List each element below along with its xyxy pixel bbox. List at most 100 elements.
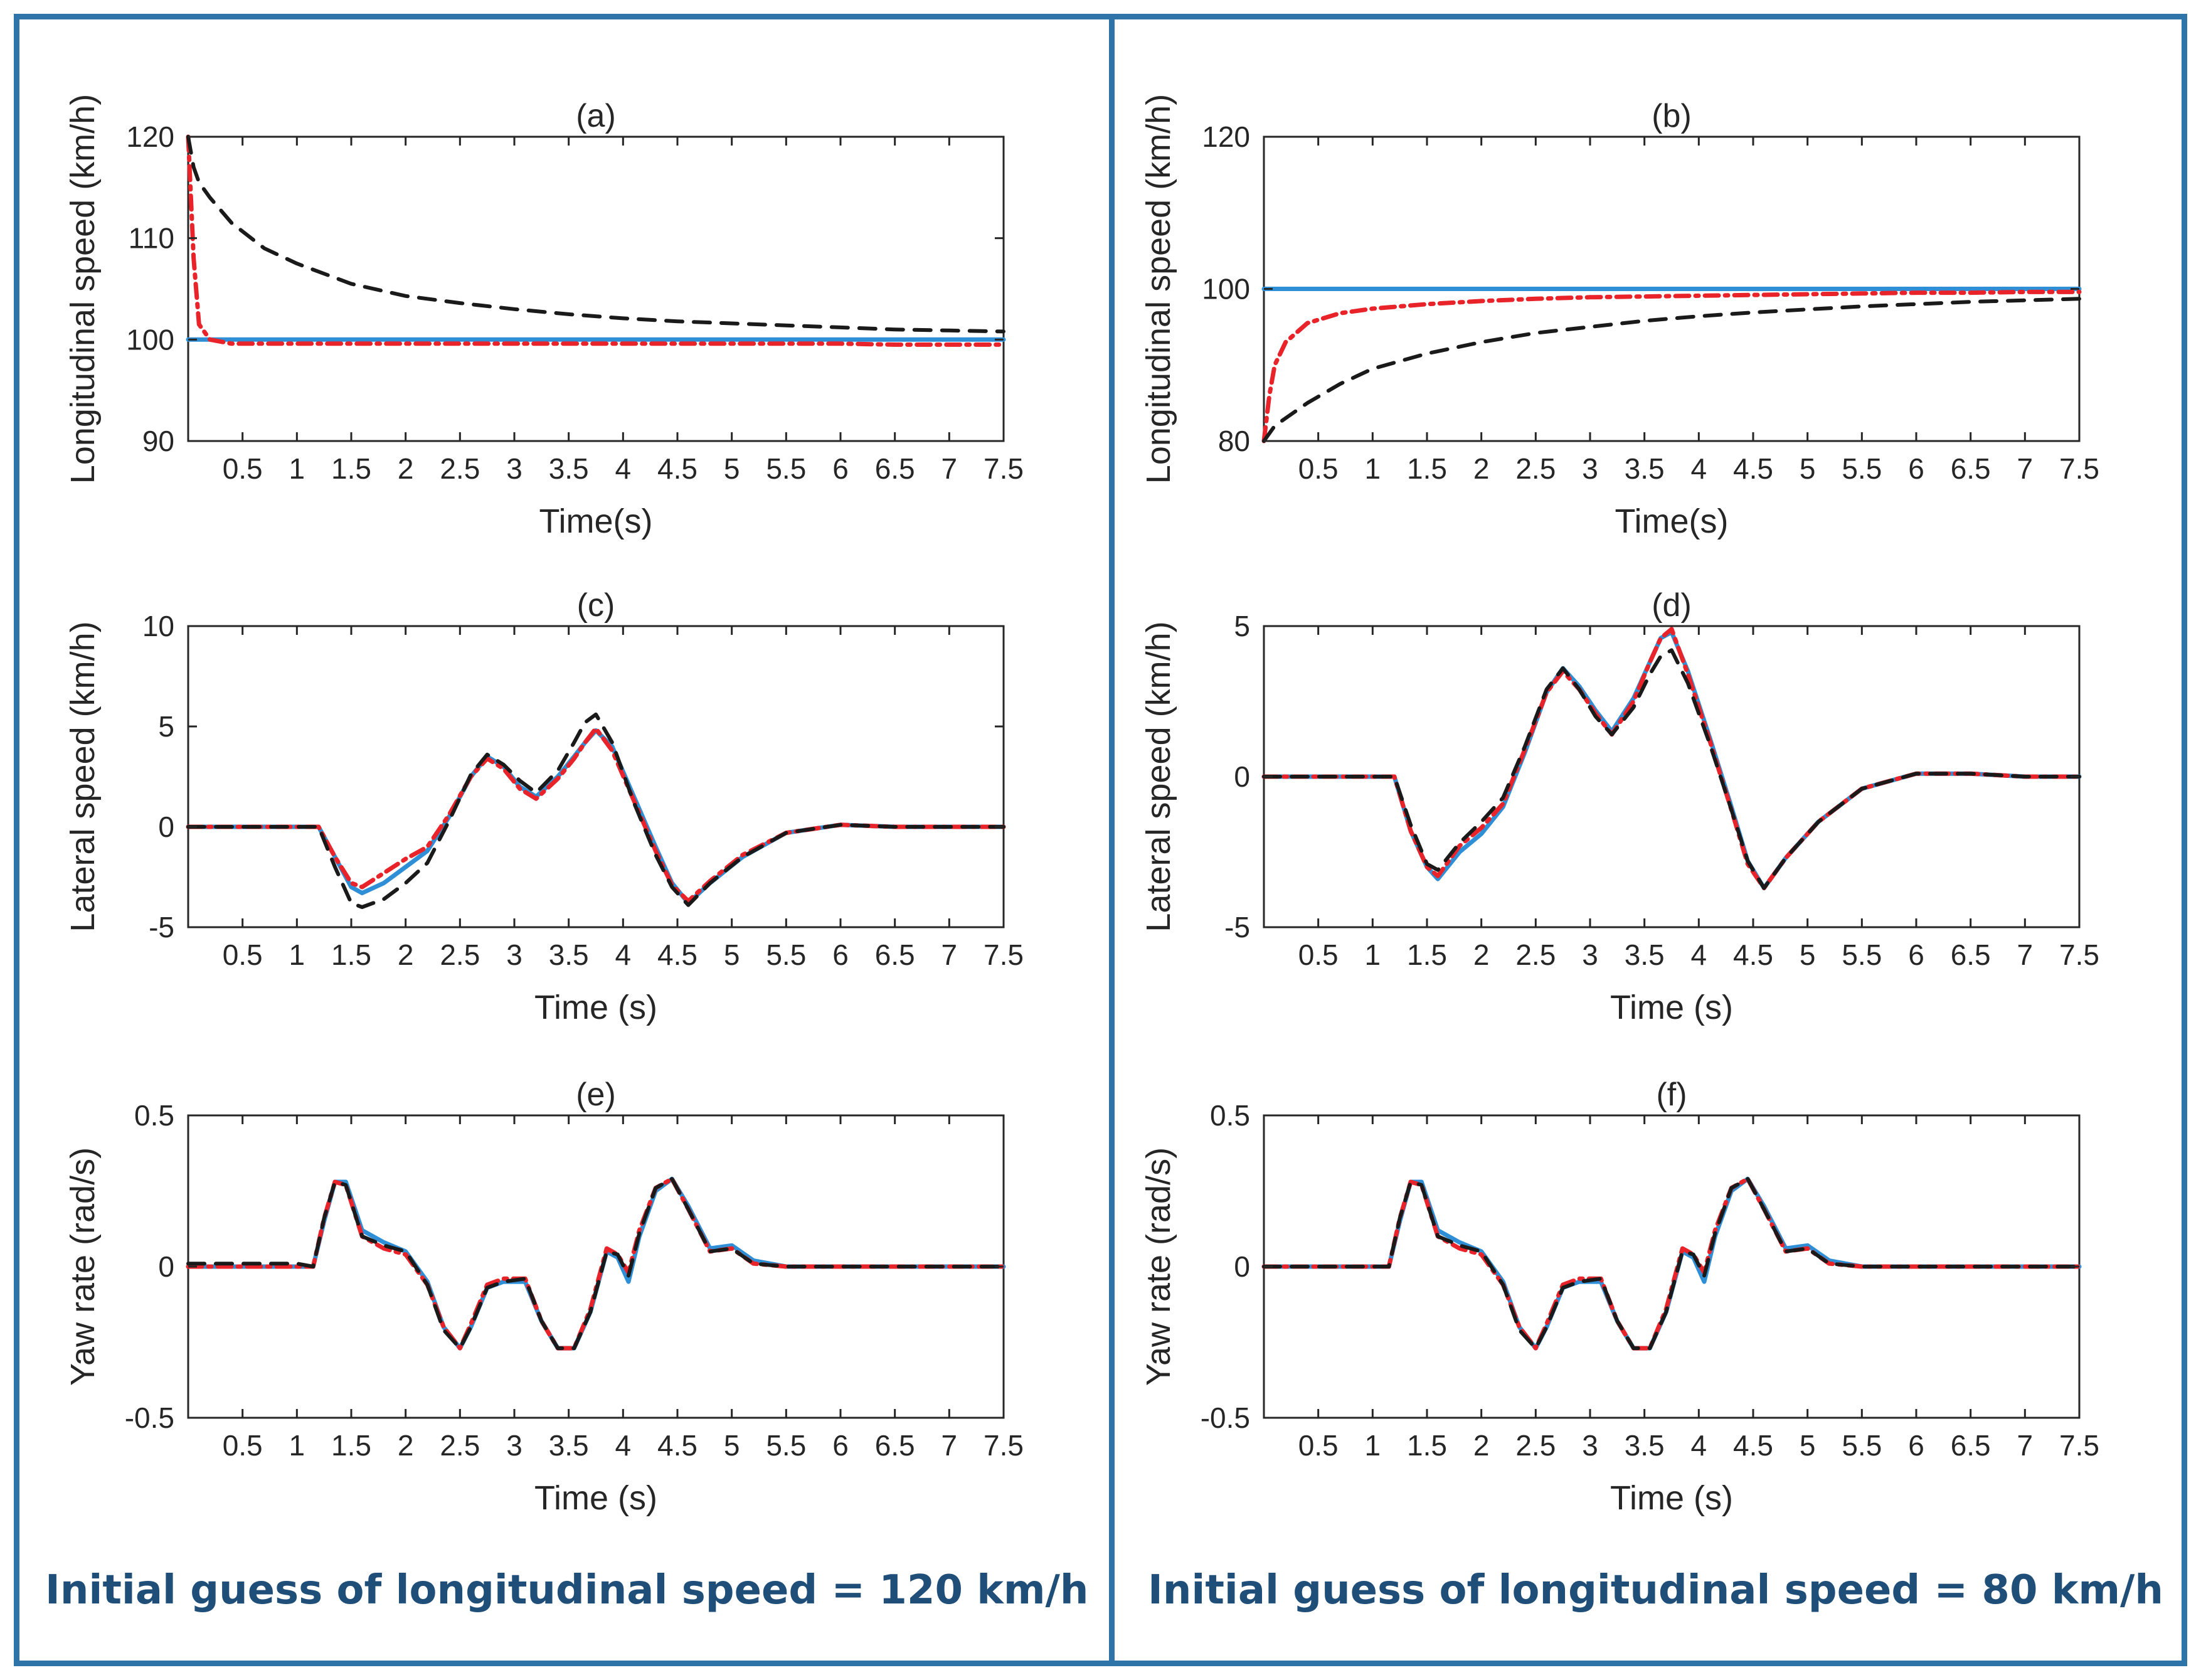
x-tick-label: 2 [398,452,414,485]
x-tick-label: 7 [2017,1429,2034,1462]
x-tick-label: 5.5 [766,452,806,485]
x-tick-label: 5.5 [1842,1429,1882,1462]
y-axis-label: Longitudinal speed (km/h) [64,94,102,484]
x-tick-label: 6 [1908,452,1924,485]
y-tick-label: 10 [142,610,174,642]
x-tick-label: 6.5 [875,452,915,485]
x-tick-label: 0.5 [1298,452,1339,485]
series-line-dash-dot [1261,289,2082,444]
x-tick-label: 3 [1582,938,1598,971]
y-axis-label: Longitudinal speed (km/h) [1140,94,1177,484]
x-tick-label: 5.5 [1842,938,1882,971]
y-tick-label: 0.5 [1210,1099,1250,1132]
plot-area [1263,625,2081,928]
series-line-dashed [1262,297,2081,443]
chart-panel-d: 0.5 1 1.5 2 2.5 3 3.5 4 4.5 5 5.5 6 6.5 7 7.5 -5 0 5 (d) Ti… [1140,587,2099,1026]
x-tick-label: 7 [941,1429,958,1462]
x-tick-label: 5.5 [1842,452,1882,485]
x-tick-label: 4 [615,1429,632,1462]
y-tick-label: 0 [1234,760,1250,793]
x-tick-label: 5 [724,452,740,485]
y-tick-label: 120 [1202,120,1250,153]
caption-left: Initial guess of longitudinal speed = 12… [45,1567,1089,1614]
series-line-dashed [186,712,1005,909]
plot-area [187,625,1005,928]
x-axis-label: Time (s) [534,989,657,1026]
right-panel-border [1109,14,2187,1666]
chart-panel-f: 0.5 1 1.5 2 2.5 3 3.5 4 4.5 5 5.5 6 6.5 7 7.5 -0.5 0 0.5 (… [1140,1077,2099,1517]
caption-right: Initial guess of longitudinal speed = 80… [1148,1567,2163,1614]
x-tick-label: 2.5 [1515,452,1556,485]
panel-title: (b) [1652,98,1692,134]
x-tick-label: 4.5 [1733,452,1773,485]
x-tick-label: 1 [1365,1429,1381,1462]
x-tick-label: 1 [1365,452,1381,485]
y-tick-label: 5 [1234,610,1250,642]
x-tick-label: 1 [289,938,305,971]
x-tick-label: 5.5 [766,1429,806,1462]
y-tick-label: 100 [126,323,174,356]
x-tick-label: 4 [1691,938,1707,971]
x-tick-label: 2.5 [440,452,480,485]
x-tick-label: 3.5 [1625,1429,1665,1462]
x-tick-label: 5 [1800,1429,1816,1462]
x-tick-label: 4 [1691,452,1707,485]
x-tick-label: 3.5 [549,452,589,485]
x-tick-label: 0.5 [223,452,263,485]
x-tick-label: 3 [506,938,522,971]
x-axis-label: Time(s) [539,502,653,540]
x-tick-label: 4 [615,452,632,485]
y-tick-label: 0 [158,1250,174,1283]
x-tick-label: 7 [941,452,958,485]
x-tick-label: 4.5 [1733,938,1773,971]
x-tick-label: 1.5 [1407,1429,1447,1462]
x-tick-label: 1 [289,1429,305,1462]
x-tick-label: 1.5 [331,1429,371,1462]
x-tick-label: 6 [832,938,849,971]
plot-area [187,136,1005,442]
x-tick-label: 2 [1473,1429,1490,1462]
x-tick-label: 2 [398,938,414,971]
panel-title: (d) [1652,587,1692,624]
y-tick-label: -5 [149,911,174,944]
x-tick-label: 4.5 [657,938,697,971]
x-tick-label: 1.5 [331,452,371,485]
x-tick-label: 2 [1473,452,1490,485]
panel-title: (c) [577,587,615,624]
y-tick-label: 0 [158,811,174,843]
series-line-dashed [1262,648,2081,890]
x-tick-label: 7.5 [2059,452,2099,485]
x-tick-label: 6.5 [1951,1429,1991,1462]
x-tick-label: 7.5 [2059,1429,2099,1462]
x-tick-label: 7.5 [984,452,1024,485]
x-axis-label: Time (s) [1610,1479,1733,1517]
x-tick-label: 7 [2017,452,2034,485]
x-tick-label: 2.5 [1515,938,1556,971]
x-tick-label: 6.5 [875,938,915,971]
x-tick-label: 0.5 [223,1429,263,1462]
x-tick-label: 5.5 [766,938,806,971]
x-tick-label: 4.5 [657,1429,697,1462]
x-tick-label: 6 [832,1429,849,1462]
y-tick-label: 110 [129,222,174,255]
x-axis-label: Time (s) [534,1479,657,1517]
x-tick-label: 3 [1582,1429,1598,1462]
y-tick-label: 100 [1202,273,1250,306]
x-tick-label: 0.5 [1298,938,1339,971]
x-tick-label: 7 [941,938,958,971]
x-tick-label: 5 [724,938,740,971]
x-tick-label: 2.5 [440,938,480,971]
y-tick-label: -5 [1224,911,1250,944]
panel-title: (a) [576,98,616,134]
y-axis-label: Lateral speed (km/h) [1140,621,1177,932]
x-tick-label: 4 [615,938,632,971]
chart-panel-c: 0.5 1 1.5 2 2.5 3 3.5 4 4.5 5 5.5 6 6.5 7 7.5 -5 0 5 10 (c)… [64,587,1024,1026]
x-tick-label: 3.5 [1625,938,1665,971]
y-axis-label: Yaw rate (rad/s) [64,1147,102,1386]
x-tick-label: 3 [1582,452,1598,485]
x-tick-label: 6 [832,452,849,485]
x-tick-label: 3.5 [549,938,589,971]
x-tick-label: 3.5 [1625,452,1665,485]
x-tick-label: 1.5 [331,938,371,971]
